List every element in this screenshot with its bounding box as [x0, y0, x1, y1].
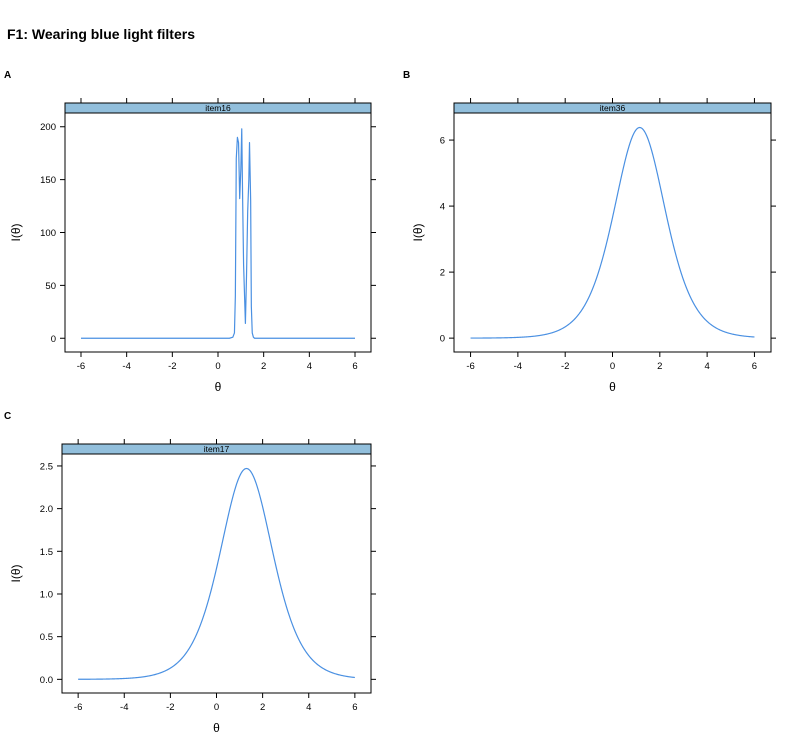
x-tick-label: 2	[260, 702, 265, 713]
series-line-item17	[78, 467, 355, 680]
y-axis-title: I(θ)	[9, 564, 23, 582]
chart-panel-item16: item16 -6 -4 -2 0 2 4 6 0 50 100 150 200 θ I(θ)	[9, 98, 376, 394]
strip-label: item17	[204, 444, 230, 454]
x-tick-label: -2	[166, 702, 174, 713]
x-tick-label: 2	[261, 361, 266, 372]
y-tick-label: 150	[40, 175, 56, 186]
x-tick-label: -2	[168, 361, 176, 372]
panel-label-c: C	[4, 411, 12, 422]
plot-frame	[453, 112, 772, 353]
strip-label: item16	[205, 103, 231, 113]
x-tick-label: 0	[214, 702, 219, 713]
x-tick-label: 4	[704, 361, 709, 372]
chart-panel-item17: item17 -6 -4 -2 0 2 4 6 0.0 0.5 1.0 1.5 2.0 2.5 θ I(θ)	[9, 439, 376, 735]
figure-title: F1: Wearing blue light filters	[7, 26, 195, 42]
y-axis-title: I(θ)	[411, 223, 425, 241]
plot-frame	[64, 112, 372, 353]
panel-label-a: A	[4, 70, 12, 81]
y-tick-label: 2.5	[40, 461, 53, 472]
x-axis-title: θ	[609, 380, 616, 394]
y-tick-label: 2	[440, 268, 445, 279]
y-tick-label: 0.5	[40, 632, 53, 643]
panel-label-b: B	[403, 70, 411, 81]
y-tick-label: 4	[440, 202, 445, 213]
chart-panel-item36: item36 -6 -4 -2 0 2 4 6 0 2 4 6 θ I(θ)	[411, 98, 776, 394]
x-tick-label: -4	[120, 702, 128, 713]
y-tick-label: 0.0	[40, 675, 53, 686]
x-tick-label: 4	[307, 361, 312, 372]
plot-frame	[61, 453, 372, 694]
series-line-item36	[470, 126, 755, 339]
y-tick-label: 50	[45, 281, 56, 292]
y-axis-title: I(θ)	[9, 223, 23, 241]
x-tick-label: -2	[561, 361, 569, 372]
x-tick-label: -6	[466, 361, 474, 372]
y-tick-label: 0	[440, 334, 445, 345]
y-tick-label: 0	[51, 334, 56, 345]
x-tick-label: 0	[215, 361, 220, 372]
x-tick-label: -4	[514, 361, 522, 372]
x-tick-label: -6	[74, 702, 82, 713]
y-tick-label: 100	[40, 228, 56, 239]
y-tick-label: 2.0	[40, 504, 53, 515]
x-axis-title: θ	[213, 721, 220, 735]
y-tick-label: 200	[40, 122, 56, 133]
x-tick-label: -4	[122, 361, 130, 372]
y-tick-label: 1.0	[40, 589, 53, 600]
x-axis-title: θ	[215, 380, 222, 394]
x-tick-label: 6	[352, 361, 357, 372]
y-tick-label: 6	[440, 136, 445, 147]
x-tick-label: -6	[77, 361, 85, 372]
x-tick-label: 6	[352, 702, 357, 713]
series-line-item16	[80, 128, 356, 339]
strip-label: item36	[600, 103, 626, 113]
y-tick-label: 1.5	[40, 547, 53, 558]
x-tick-label: 4	[306, 702, 311, 713]
x-tick-label: 6	[752, 361, 757, 372]
x-tick-label: 2	[657, 361, 662, 372]
x-tick-label: 0	[610, 361, 615, 372]
